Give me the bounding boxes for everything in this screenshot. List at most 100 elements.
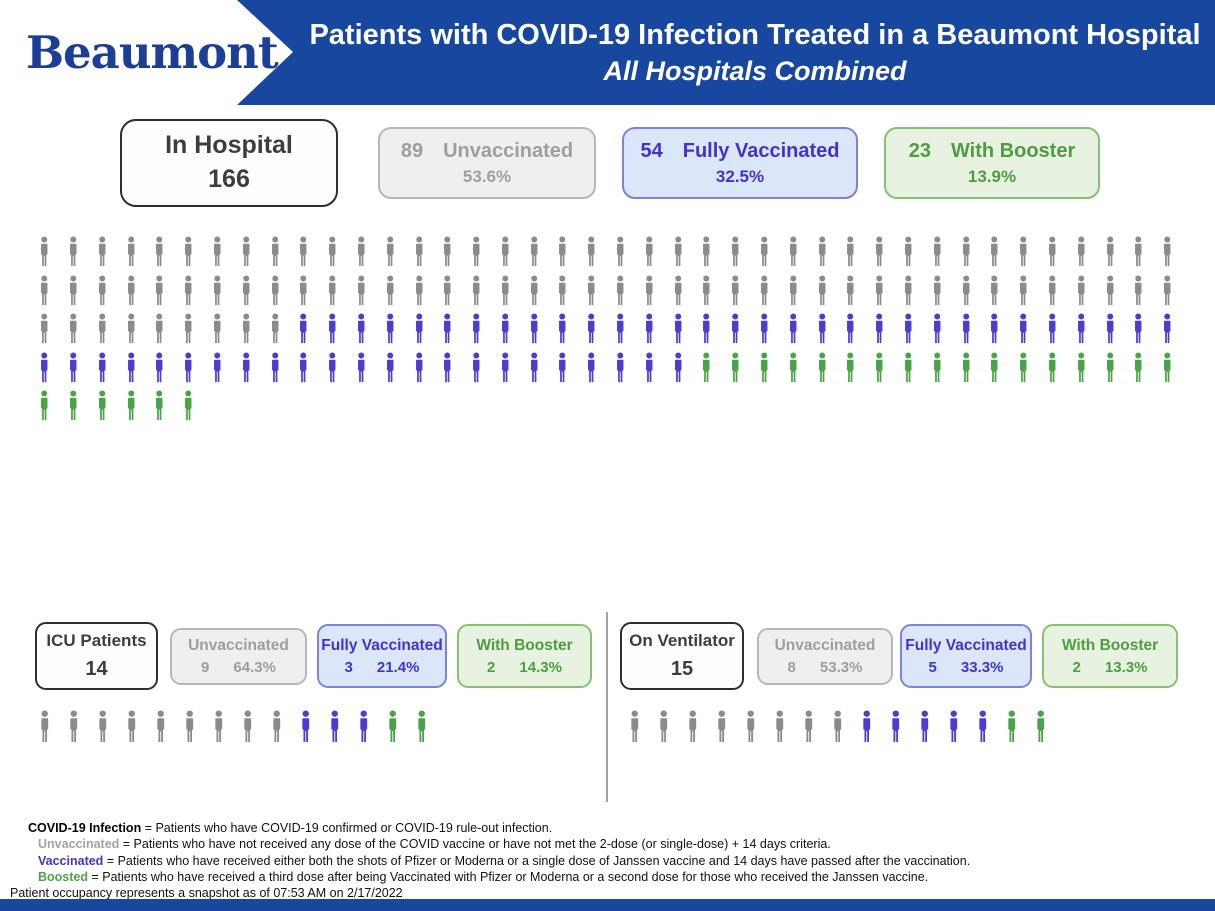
person-icon-unvaccinated bbox=[577, 275, 606, 314]
person-icon-fully-vaccinated bbox=[232, 352, 261, 391]
icu-with-booster-label: With Booster bbox=[476, 636, 573, 654]
icu-total-card[interactable]: ICU Patients 14 bbox=[35, 622, 158, 690]
person-icon-unvaccinated bbox=[606, 236, 635, 275]
ventilator-fully-vaccinated-card[interactable]: Fully Vaccinated 5 33.3% bbox=[900, 624, 1032, 688]
person-icon-unvaccinated bbox=[721, 275, 750, 314]
person-icon-with-booster bbox=[894, 352, 923, 391]
person-icon-unvaccinated bbox=[664, 236, 693, 275]
in-hospital-label: In Hospital bbox=[165, 131, 293, 160]
ventilator-unvaccinated-label: Unvaccinated bbox=[774, 637, 876, 654]
person-icon-with-booster bbox=[1153, 352, 1182, 391]
person-icon-unvaccinated bbox=[808, 236, 837, 275]
person-icon-with-booster bbox=[865, 352, 894, 391]
person-icon-fully-vaccinated bbox=[59, 352, 88, 391]
ventilator-fully-vaccinated-label: Fully Vaccinated bbox=[905, 636, 1027, 654]
person-icon-unvaccinated bbox=[347, 236, 376, 275]
person-icon-fully-vaccinated bbox=[289, 352, 318, 391]
person-icon-fully-vaccinated bbox=[721, 313, 750, 352]
person-icon-unvaccinated bbox=[462, 236, 491, 275]
person-icon-unvaccinated bbox=[145, 275, 174, 314]
unvaccinated-percent: 53.6% bbox=[462, 166, 512, 186]
person-icon-unvaccinated bbox=[376, 236, 405, 275]
person-icon-unvaccinated bbox=[433, 236, 462, 275]
person-icon-with-booster bbox=[1067, 352, 1096, 391]
person-icon-unvaccinated bbox=[376, 275, 405, 314]
icu-with-booster-percent: 14.3% bbox=[519, 658, 562, 676]
person-icon-fully-vaccinated bbox=[1153, 313, 1182, 352]
person-icon-fully-vaccinated bbox=[1009, 313, 1038, 352]
icu-fully-vaccinated-card[interactable]: Fully Vaccinated 3 21.4% bbox=[317, 624, 447, 688]
icu-with-booster-card[interactable]: With Booster 2 14.3% bbox=[457, 624, 592, 688]
page-title: Patients with COVID-19 Infection Treated… bbox=[309, 18, 1201, 51]
person-icon-fully-vaccinated bbox=[894, 313, 923, 352]
person-icon-unvaccinated bbox=[1009, 275, 1038, 314]
person-icon-unvaccinated bbox=[88, 710, 117, 748]
person-icon-unvaccinated bbox=[980, 275, 1009, 314]
person-icon-fully-vaccinated bbox=[491, 313, 520, 352]
hospital-with-booster-card[interactable]: 23 With Booster 13.9% bbox=[884, 127, 1100, 199]
person-icon-unvaccinated bbox=[649, 710, 678, 748]
icu-fully-vaccinated-count: 3 bbox=[344, 658, 353, 676]
person-icon-with-booster bbox=[952, 352, 981, 391]
person-icon-unvaccinated bbox=[1124, 275, 1153, 314]
person-icon-fully-vaccinated bbox=[1124, 313, 1153, 352]
person-icon-fully-vaccinated bbox=[664, 352, 693, 391]
person-icon-fully-vaccinated bbox=[865, 313, 894, 352]
hospital-unvaccinated-card[interactable]: 89 Unvaccinated 53.6% bbox=[378, 127, 596, 199]
person-icon-unvaccinated bbox=[289, 236, 318, 275]
person-icon-unvaccinated bbox=[88, 236, 117, 275]
person-icon-with-booster bbox=[1009, 352, 1038, 391]
person-icon-unvaccinated bbox=[678, 710, 707, 748]
person-icon-fully-vaccinated bbox=[349, 710, 378, 748]
person-icon-unvaccinated bbox=[174, 313, 203, 352]
person-icon-unvaccinated bbox=[1095, 275, 1124, 314]
ventilator-fully-vaccinated-count: 5 bbox=[928, 658, 937, 676]
ventilator-unvaccinated-count: 8 bbox=[787, 659, 796, 676]
person-icon-fully-vaccinated bbox=[779, 313, 808, 352]
person-icon-unvaccinated bbox=[664, 275, 693, 314]
person-icon-unvaccinated bbox=[262, 710, 291, 748]
ventilator-with-booster-count: 2 bbox=[1072, 658, 1081, 676]
person-icon-unvaccinated bbox=[721, 236, 750, 275]
person-icon-unvaccinated bbox=[145, 236, 174, 275]
person-icon-fully-vaccinated bbox=[116, 352, 145, 391]
hospital-fully-vaccinated-card[interactable]: 54 Fully Vaccinated 32.5% bbox=[622, 127, 858, 199]
ventilator-unvaccinated-card[interactable]: Unvaccinated 8 53.3% bbox=[757, 628, 893, 685]
person-icon-fully-vaccinated bbox=[548, 313, 577, 352]
person-icon-fully-vaccinated bbox=[692, 313, 721, 352]
person-icon-fully-vaccinated bbox=[577, 352, 606, 391]
person-icon-unvaccinated bbox=[30, 236, 59, 275]
person-icon-unvaccinated bbox=[289, 275, 318, 314]
person-icon-unvaccinated bbox=[59, 710, 88, 748]
person-icon-fully-vaccinated bbox=[606, 313, 635, 352]
ventilator-with-booster-card[interactable]: With Booster 2 13.3% bbox=[1042, 624, 1178, 688]
person-icon-unvaccinated bbox=[635, 236, 664, 275]
person-icon-unvaccinated bbox=[577, 236, 606, 275]
person-icon-with-booster bbox=[1124, 352, 1153, 391]
person-icon-fully-vaccinated bbox=[520, 313, 549, 352]
person-icon-unvaccinated bbox=[894, 236, 923, 275]
person-icon-with-booster bbox=[88, 390, 117, 429]
person-icon-unvaccinated bbox=[823, 710, 852, 748]
person-icon-fully-vaccinated bbox=[462, 313, 491, 352]
fully-vaccinated-count: 54 bbox=[640, 139, 663, 162]
person-icon-fully-vaccinated bbox=[291, 710, 320, 748]
person-icon-unvaccinated bbox=[707, 710, 736, 748]
person-icon-fully-vaccinated bbox=[635, 352, 664, 391]
person-icon-unvaccinated bbox=[491, 236, 520, 275]
person-icon-fully-vaccinated bbox=[910, 710, 939, 748]
unvaccinated-count: 89 bbox=[400, 139, 424, 162]
in-hospital-total-card[interactable]: In Hospital 166 bbox=[120, 119, 338, 207]
person-icon-unvaccinated bbox=[923, 275, 952, 314]
person-icon-unvaccinated bbox=[1009, 236, 1038, 275]
fully-vaccinated-label: Fully Vaccinated bbox=[682, 139, 840, 162]
footnotes: COVID-19 Infection = Patients who have C… bbox=[0, 820, 1210, 901]
ventilator-total-card[interactable]: On Ventilator 15 bbox=[620, 622, 744, 690]
person-icon-unvaccinated bbox=[203, 275, 232, 314]
person-icon-fully-vaccinated bbox=[980, 313, 1009, 352]
person-icon-unvaccinated bbox=[1038, 236, 1067, 275]
person-icon-fully-vaccinated bbox=[852, 710, 881, 748]
person-icon-unvaccinated bbox=[260, 313, 289, 352]
person-icon-unvaccinated bbox=[318, 275, 347, 314]
icu-unvaccinated-card[interactable]: Unvaccinated 9 64.3% bbox=[170, 628, 307, 685]
